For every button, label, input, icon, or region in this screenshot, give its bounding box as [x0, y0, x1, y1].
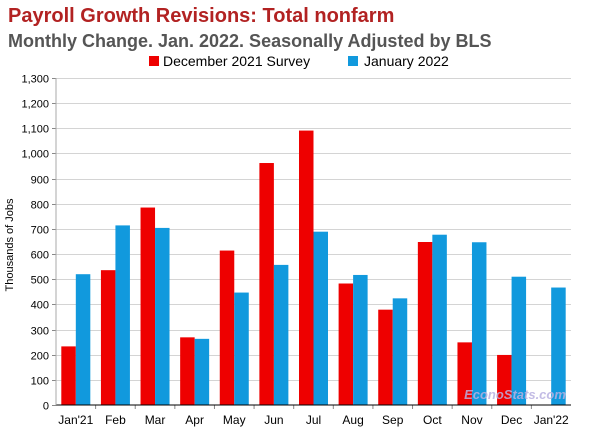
y-tick-label: 700: [31, 225, 49, 237]
bar-jan2022: [392, 298, 408, 405]
bar-dec2021: [259, 163, 274, 405]
bar-jan2022: [471, 242, 487, 405]
bar-jan2022: [115, 225, 130, 405]
y-tick-label: 1,200: [21, 99, 49, 111]
legend-label-jan2022: January 2022: [364, 53, 449, 69]
x-tick-label: Jun: [264, 413, 283, 427]
x-tick-label: Aug: [342, 413, 363, 427]
y-tick-layer: 0 100 200 300 400 500 600 700 800 900 1,000 1,100 1,…: [21, 74, 56, 413]
legend: December 2021 Survey January 2022: [149, 53, 449, 69]
bar-dec2021: [299, 130, 314, 405]
x-tick-label: Feb: [105, 413, 126, 427]
y-tick-label: 100: [31, 376, 49, 388]
bar-jan2022: [313, 231, 328, 405]
x-tick-label: Nov: [461, 413, 482, 427]
bar-dec2021: [338, 283, 354, 405]
bar-jan2022: [432, 234, 447, 405]
chart-title: Payroll Growth Revisions: Total nonfarm: [8, 5, 394, 27]
y-tick-label: 500: [31, 275, 49, 287]
y-tick-label: 0: [43, 401, 49, 413]
bar-jan2022: [75, 274, 91, 405]
legend-swatch-dec2021: [149, 56, 159, 66]
y-tick-label: 600: [31, 250, 49, 262]
bar-jan2022: [551, 287, 566, 405]
bar-jan2022: [194, 338, 210, 405]
bar-layer: [61, 130, 566, 405]
bar-dec2021: [417, 242, 433, 405]
watermark: EconoStats.com: [464, 387, 566, 402]
x-tick-label: Apr: [185, 413, 204, 427]
y-tick-label: 1,300: [21, 74, 49, 86]
bar-dec2021: [378, 309, 393, 405]
bar-dec2021: [180, 337, 195, 405]
bar-jan2022: [511, 276, 527, 405]
y-tick-label: 300: [31, 326, 49, 338]
x-tick-label: Mar: [145, 413, 166, 427]
bar-jan2022: [234, 292, 249, 405]
bar-dec2021: [61, 346, 76, 405]
y-axis-label: Thousands of Jobs: [4, 198, 16, 291]
y-tick-label: 800: [31, 200, 49, 212]
legend-label-dec2021: December 2021 Survey: [163, 53, 310, 69]
bar-dec2021: [140, 207, 156, 405]
x-tick-label: Jan'22: [534, 413, 569, 427]
x-tick-label: Jan'21: [58, 413, 93, 427]
chart-subtitle: Monthly Change. Jan. 2022. Seasonally Ad…: [8, 31, 491, 51]
x-tick-layer: Jan'21 Feb Mar Apr May Jun Jul Aug Sep Oct Nov Dec J…: [58, 405, 569, 427]
y-tick-label: 1,100: [21, 124, 49, 136]
bar-jan2022: [353, 274, 368, 405]
y-tick-label: 200: [31, 351, 49, 363]
x-tick-label: Sep: [382, 413, 404, 427]
x-tick-label: Dec: [501, 413, 522, 427]
bar-dec2021: [457, 342, 472, 405]
bar-dec2021: [100, 270, 116, 405]
bar-jan2022: [155, 227, 170, 405]
y-tick-label: 400: [31, 300, 49, 312]
legend-swatch-jan2022: [348, 56, 358, 66]
bar-dec2021: [219, 250, 235, 405]
y-tick-label: 900: [31, 175, 49, 187]
x-tick-label: Jul: [306, 413, 321, 427]
x-tick-label: May: [223, 413, 246, 427]
bar-jan2022: [273, 264, 289, 405]
bar-dec2021: [497, 354, 512, 405]
y-tick-label: 1,000: [21, 149, 49, 161]
x-tick-label: Oct: [423, 413, 442, 427]
